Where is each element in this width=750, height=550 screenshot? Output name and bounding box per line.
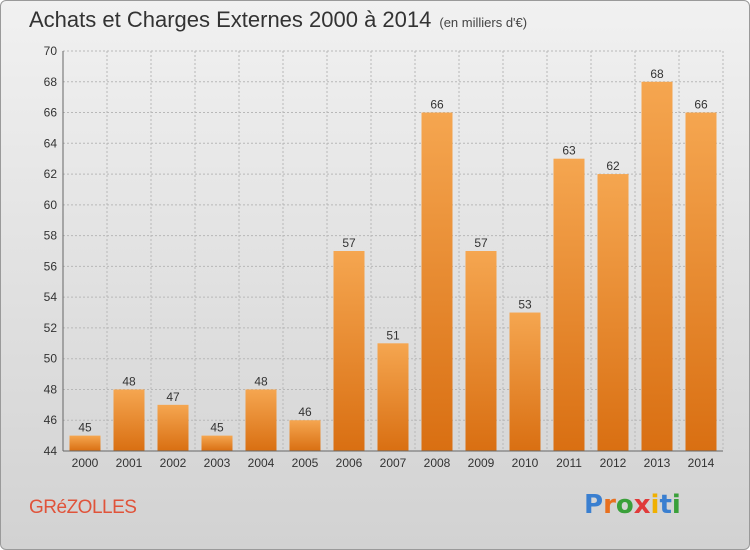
x-tick-label: 2005 [292,456,319,470]
data-label: 66 [694,98,708,112]
logo-letter: i [671,490,681,520]
x-tick-label: 2011 [556,456,582,470]
data-label: 57 [474,236,488,250]
data-label: 46 [298,405,312,419]
subtitle-text: (en milliers d'€) [439,15,528,30]
bar [509,312,541,451]
x-tick-label: 2006 [336,456,363,470]
x-tick-label: 2004 [248,456,275,470]
data-label: 57 [342,236,356,250]
y-tick-label: 64 [44,136,58,150]
data-label: 63 [562,144,576,158]
y-tick-label: 52 [44,321,58,335]
data-label: 48 [254,374,268,388]
commune-name: GRéZOLLES [29,497,137,518]
y-tick-label: 46 [44,413,58,427]
x-tick-label: 2008 [424,456,451,470]
bar [685,112,717,452]
bar [377,343,409,451]
x-tick-label: 2014 [688,456,715,470]
x-tick-label: 2003 [204,456,231,470]
bar [69,435,101,451]
logo-letter: P [584,490,604,520]
logo-letter: i [650,490,660,520]
y-tick-label: 68 [44,75,58,89]
data-label: 53 [518,298,532,312]
bar [641,81,673,452]
x-tick-label: 2013 [644,456,671,470]
chart-title: Achats et Charges Externes 2000 à 2014 (e… [29,7,527,33]
data-label: 45 [78,421,92,435]
x-tick-label: 2002 [160,456,187,470]
data-label: 48 [122,374,136,388]
logo-letter: t [659,490,672,520]
logo-letter: r [603,490,616,520]
y-tick-label: 44 [44,444,58,458]
data-label: 68 [650,67,664,81]
y-tick-label: 70 [44,44,58,58]
data-label: 47 [166,390,180,404]
title-text: Achats et Charges Externes 2000 à 2014 [29,7,432,32]
bar [421,112,453,452]
y-tick-label: 54 [44,290,58,304]
data-label: 51 [386,328,400,342]
x-tick-label: 2009 [468,456,495,470]
data-label: 62 [606,159,620,173]
y-tick-label: 66 [44,106,58,120]
x-tick-label: 2007 [380,456,407,470]
x-tick-label: 2000 [72,456,99,470]
x-tick-label: 2012 [600,456,627,470]
bar [201,435,233,451]
proxiti-logo[interactable]: Proxiti [584,490,681,520]
x-tick-label: 2001 [116,456,143,470]
x-tick-label: 2010 [512,456,539,470]
bar [157,404,189,451]
logo-letter: x [633,490,651,520]
bar [597,174,629,452]
bar [465,251,497,451]
y-tick-label: 58 [44,229,58,243]
bar [245,389,277,451]
bar [289,420,321,451]
y-tick-label: 48 [44,382,58,396]
bar [113,389,145,451]
data-label: 45 [210,421,224,435]
bar [553,158,585,451]
logo-letter: o [615,490,634,520]
bar [333,251,365,451]
y-tick-label: 62 [44,167,58,181]
y-tick-label: 60 [44,198,58,212]
y-tick-label: 56 [44,259,58,273]
data-label: 66 [430,98,444,112]
y-tick-label: 50 [44,352,58,366]
